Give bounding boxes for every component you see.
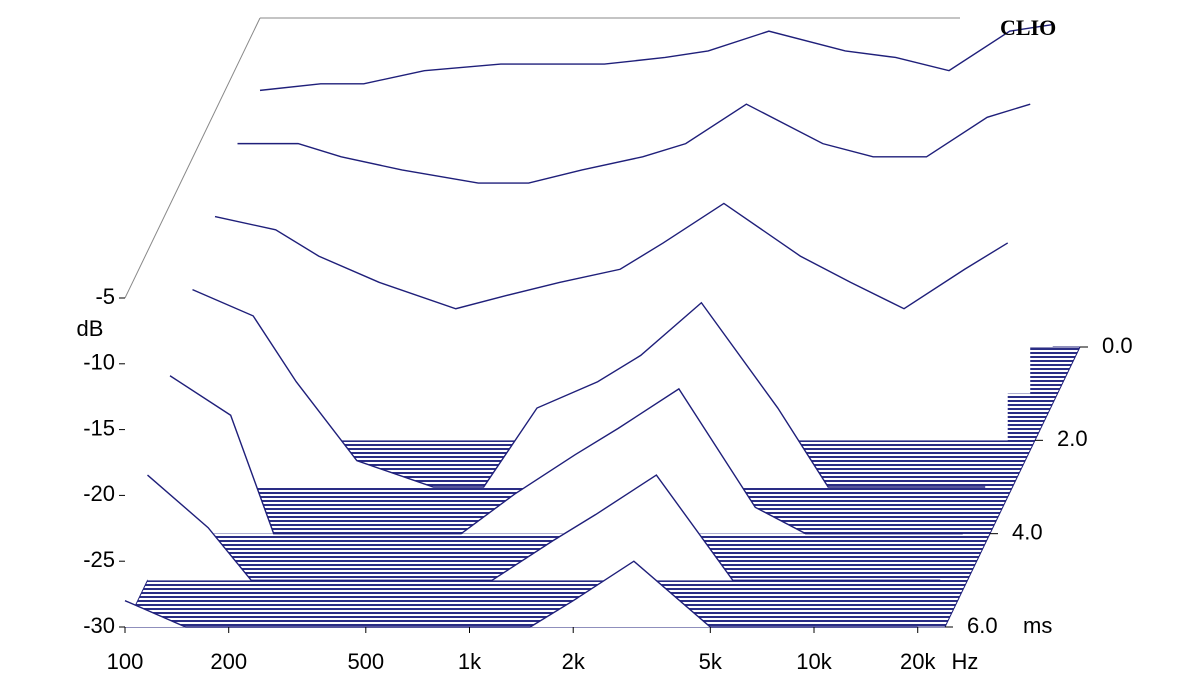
x-tick-label: 5k bbox=[699, 649, 723, 674]
x-tick-label: 100 bbox=[107, 649, 144, 674]
slice-fill bbox=[192, 289, 986, 487]
z-axis-label: ms bbox=[1023, 613, 1052, 638]
x-axis-label: Hz bbox=[952, 649, 979, 674]
x-tick-label: 200 bbox=[210, 649, 247, 674]
slice-fill bbox=[147, 475, 941, 581]
z-tick-label: 4.0 bbox=[1012, 519, 1043, 544]
x-tick-label: 500 bbox=[347, 649, 384, 674]
y-tick-label: -20 bbox=[83, 481, 115, 506]
y-tick-label: -15 bbox=[83, 415, 115, 440]
x-tick-label: 20k bbox=[900, 649, 936, 674]
z-tick-label: 0.0 bbox=[1102, 333, 1133, 358]
y-tick-label: -30 bbox=[83, 613, 115, 638]
slice-line bbox=[147, 474, 941, 582]
x-tick-label: 2k bbox=[562, 649, 586, 674]
slice-line bbox=[237, 103, 1031, 184]
slice-fill bbox=[215, 203, 1008, 441]
z-tick-label: 2.0 bbox=[1057, 426, 1088, 451]
brand: CLIO bbox=[1000, 15, 1056, 40]
x-tick-label: 1k bbox=[458, 649, 482, 674]
slice-line bbox=[214, 202, 1009, 310]
plot bbox=[124, 17, 1081, 628]
slice-line bbox=[169, 375, 963, 535]
y-axis-label: dB bbox=[77, 316, 104, 341]
x-tick-label: 10k bbox=[796, 649, 832, 674]
slice-line bbox=[192, 288, 986, 488]
z-tick-label: 6.0 bbox=[967, 613, 998, 638]
y-tick-label: -25 bbox=[83, 547, 115, 572]
slice-line bbox=[124, 560, 918, 628]
slice-line bbox=[259, 23, 1053, 92]
y-tick-label: -5 bbox=[95, 284, 115, 309]
slice-fill bbox=[170, 375, 963, 534]
wall-edge bbox=[124, 17, 261, 299]
y-tick-label: -10 bbox=[83, 350, 115, 375]
